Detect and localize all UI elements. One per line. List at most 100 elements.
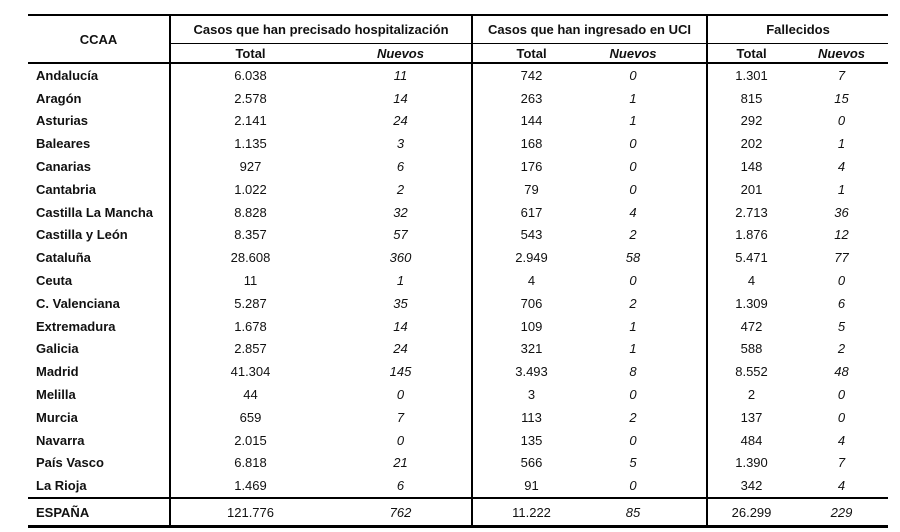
cell-fall_nuevos: 4 [837,159,846,175]
table-row: Asturias 2.141 24 144 1 292 0 [28,109,888,133]
total-row-label: ESPAÑA [28,497,170,527]
header-group-hospitalizacion: Casos que han precisado hospitalización [168,15,473,44]
row-ccaa-label: Navarra [36,432,85,448]
table-row: Castilla y León 8.357 57 543 2 1.876 12 [28,223,888,247]
cell-fall_total: 1.301 [706,63,796,87]
row-ccaa-label: Ceuta [36,273,73,289]
row-ccaa-label: Canarias [36,159,91,175]
cell-hosp_total: 28.608 [169,246,330,270]
cell-fall_total: 815 [706,86,796,110]
cell-fall_nuevos: 77 [834,250,849,266]
cell-hosp_total: 2.141 [169,109,330,133]
cell-hosp_total: 41.304 [169,360,330,384]
cell-uci_nuevos: 2 [629,295,637,311]
cell-hosp_nuevos: 6 [396,159,405,175]
cell-uci_nuevos: 0 [629,387,637,403]
cell-fall_total: 148 [706,155,796,178]
table-row: Canarias 927 6 176 0 148 4 [28,155,888,178]
cell-hosp_total: 6.038 [169,63,330,87]
cell-fall_total: 484 [706,428,796,452]
cell-hosp_nuevos: 14 [393,90,408,106]
cell-hosp_nuevos: 2 [396,181,405,197]
cell-uci_nuevos: 0 [629,478,637,494]
table-row: La Rioja 1.469 6 91 0 342 4 [28,474,888,499]
cell-hosp_total: 2.015 [169,428,330,452]
table-row: Ceuta 11 1 4 0 4 0 [28,269,888,292]
cell-fall_total: 202 [706,132,796,156]
cell-fall_nuevos: 0 [837,113,846,129]
table-header: CCAA Casos que han precisado hospitaliza… [28,15,889,64]
cell-hosp_total: 2.857 [169,337,330,361]
table-row: Galicia 2.857 24 321 1 588 2 [28,337,888,361]
cell-uci_nuevos: 5 [629,455,637,471]
report-table-container: CCAA Casos que han precisado hospitaliza… [28,14,889,529]
table-row: País Vasco 6.818 21 566 5 1.390 7 [28,451,888,475]
cell-hosp_nuevos: 145 [389,364,412,380]
header-fallecidos-nuevos: Nuevos [795,43,889,64]
total-uci-total: 11.222 [471,497,591,527]
cell-hosp_total: 6.818 [169,451,330,475]
row-ccaa-label: País Vasco [36,455,104,471]
total-fallecidos-total: 26.299 [706,497,796,527]
cell-uci_nuevos: 0 [629,432,637,448]
table-row: C. Valenciana 5.287 35 706 2 1.309 6 [28,291,888,315]
cell-hosp_total: 8.828 [169,200,330,224]
total-uci-nuevos: 85 [590,497,708,527]
header-hosp-nuevos: Nuevos [330,43,473,64]
cell-fall_nuevos: 48 [834,364,849,380]
cell-fall_total: 588 [706,337,796,361]
table-row: Cantabria 1.022 2 79 0 201 1 [28,177,888,201]
row-ccaa-label: La Rioja [36,478,87,494]
cell-uci_nuevos: 1 [629,113,637,129]
table-body: Andalucía 6.038 11 742 0 1.301 7 Aragón 2.578 14 2… [28,63,888,499]
cell-uci_nuevos: 0 [629,136,637,152]
cell-fall_total: 4 [706,269,796,292]
cell-uci_total: 263 [471,86,591,110]
cell-fall_nuevos: 4 [837,478,846,494]
cell-uci_nuevos: 1 [629,90,637,106]
total-hosp-total: 121.776 [169,497,330,527]
header-group-fallecidos: Fallecidos [706,15,889,44]
row-ccaa-label: Murcia [36,409,78,425]
cell-hosp_nuevos: 1 [396,273,405,289]
row-ccaa-label: Andalucía [36,67,99,83]
cell-hosp_total: 927 [169,155,330,178]
cell-uci_nuevos: 2 [629,227,637,243]
header-group-row: CCAA Casos que han precisado hospitaliza… [28,15,889,64]
total-row: ESPAÑA 121.776 762 11.222 85 26.299 229 [28,497,889,527]
cell-uci_total: 617 [471,200,591,224]
cell-hosp_nuevos: 24 [393,113,408,129]
cell-uci_total: 109 [471,314,591,338]
cell-fall_total: 1.390 [706,451,796,475]
cell-hosp_nuevos: 21 [393,455,408,471]
cell-uci_total: 91 [471,474,591,499]
table-row: Navarra 2.015 0 135 0 484 4 [28,428,888,452]
total-hosp-nuevos: 762 [330,497,473,527]
table-row: Castilla La Mancha 8.828 32 617 4 2.713 36 [28,200,888,224]
cell-hosp_total: 2.578 [169,86,330,110]
cell-hosp_nuevos: 14 [393,318,408,334]
row-ccaa-label: Castilla y León [36,227,128,243]
row-ccaa-label: Extremadura [36,318,116,334]
cell-uci_nuevos: 58 [625,250,641,266]
table-row: Madrid 41.304 145 3.493 8 8.552 48 [28,360,888,384]
cell-fall_total: 8.552 [706,360,796,384]
cell-uci_total: 79 [471,177,591,201]
table-row: Andalucía 6.038 11 742 0 1.301 7 [28,63,888,87]
row-ccaa-label: Cataluña [36,250,91,266]
cell-fall_total: 472 [706,314,796,338]
header-uci-total: Total [471,43,591,64]
cell-uci_nuevos: 0 [629,159,637,175]
cell-hosp_total: 5.287 [169,291,330,315]
header-uci-nuevos: Nuevos [590,43,708,64]
cell-hosp_total: 11 [169,269,330,292]
cell-fall_nuevos: 0 [837,387,846,403]
cell-hosp_total: 1.135 [169,132,330,156]
header-ccaa: CCAA [28,15,170,64]
cell-hosp_total: 44 [169,383,330,406]
cell-fall_nuevos: 36 [834,204,849,220]
cell-hosp_nuevos: 3 [396,136,405,152]
cell-hosp_total: 659 [169,405,330,429]
cell-hosp_nuevos: 24 [393,341,408,357]
